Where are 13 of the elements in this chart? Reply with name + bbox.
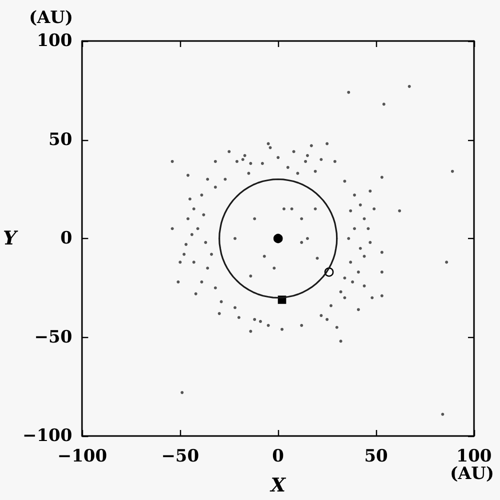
x-tick-label: 50 (364, 446, 388, 466)
x-tick-label: 100 (456, 446, 492, 466)
y-tick-label: 50 (48, 130, 72, 150)
text: (AU) (28, 8, 74, 28)
y-tick-label: −50 (34, 327, 72, 348)
x-tick-label: 0 (272, 446, 284, 466)
x-tick-label: −50 (161, 446, 200, 466)
text: (AU) (450, 464, 494, 484)
y-tick-label: 100 (36, 31, 72, 51)
y-tick-label: −100 (22, 426, 72, 446)
y-tick-label: 0 (60, 228, 72, 248)
x-axis-title: X (270, 474, 287, 496)
y-axis-title: Y (2, 228, 19, 250)
